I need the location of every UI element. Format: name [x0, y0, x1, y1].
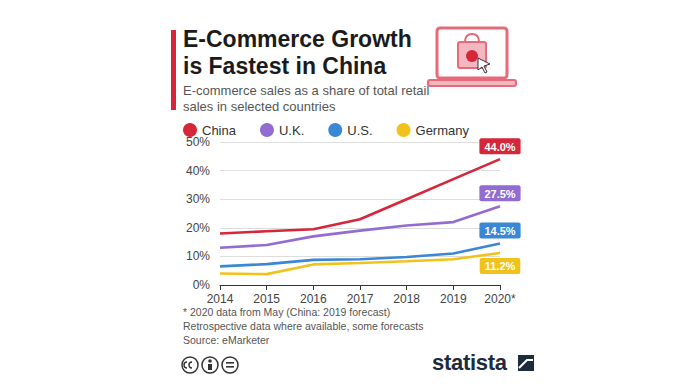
svg-text:10%: 10%	[186, 249, 210, 263]
svg-text:2017: 2017	[347, 292, 374, 306]
svg-text:20%: 20%	[186, 221, 210, 235]
svg-text:14.5%: 14.5%	[484, 225, 515, 237]
svg-text:2018: 2018	[393, 292, 420, 306]
svg-text:30%: 30%	[186, 192, 210, 206]
svg-text:50%: 50%	[186, 135, 210, 149]
svg-text:2020*: 2020*	[484, 292, 516, 306]
html-text:E-commerce sales as a share of: E-commerce sales as a share of total ret…	[183, 83, 430, 114]
svg-text:2014: 2014	[207, 292, 234, 306]
html-text:statista: statista	[432, 350, 507, 375]
svg-text:Germany: Germany	[416, 123, 470, 138]
svg-text:China: China	[202, 123, 237, 138]
svg-text:2016: 2016	[300, 292, 327, 306]
svg-text:11.2%: 11.2%	[485, 260, 516, 272]
svg-text:27.5%: 27.5%	[484, 188, 515, 200]
svg-text:2019: 2019	[440, 292, 467, 306]
svg-text:U.S.: U.S.	[347, 123, 372, 138]
html-text:Source: eMarketer: Source: eMarketer	[183, 334, 270, 346]
svg-text:0%: 0%	[193, 278, 211, 292]
svg-text:U.K.: U.K.	[279, 123, 304, 138]
svg-text:2015: 2015	[253, 292, 280, 306]
html-text:Retrospective data where avail: Retrospective data where available, some…	[183, 320, 424, 332]
html-text:E-Commerce Growth is Fastest i: E-Commerce Growth is Fastest in China	[183, 26, 412, 79]
html-text:* 2020 data from May (China: 2: * 2020 data from May (China: 2019 foreca…	[183, 306, 391, 318]
svg-text:44.0%: 44.0%	[484, 141, 515, 153]
svg-text:40%: 40%	[186, 164, 210, 178]
